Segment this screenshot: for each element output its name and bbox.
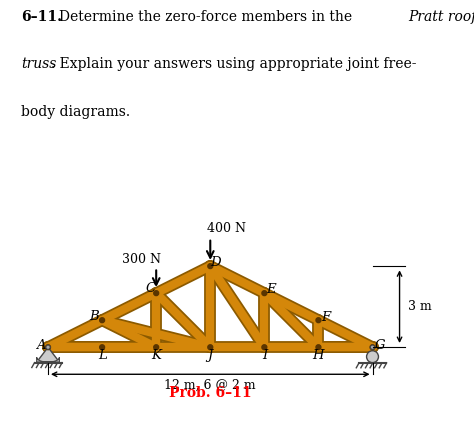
Text: 12 m, 6 @ 2 m: 12 m, 6 @ 2 m (164, 378, 256, 391)
Text: 400 N: 400 N (207, 222, 246, 235)
Text: F: F (321, 311, 331, 324)
Polygon shape (36, 357, 59, 362)
Circle shape (262, 291, 267, 296)
Text: G: G (375, 339, 385, 352)
Text: D: D (210, 255, 220, 269)
Text: H: H (313, 349, 324, 363)
Circle shape (366, 351, 378, 363)
Text: truss: truss (21, 57, 57, 71)
Circle shape (46, 345, 50, 349)
Text: 300 N: 300 N (122, 253, 161, 266)
Circle shape (370, 345, 374, 349)
Circle shape (100, 318, 105, 323)
Text: Determine the zero-force members in the: Determine the zero-force members in the (59, 10, 357, 24)
Circle shape (316, 318, 321, 323)
Text: A: A (36, 338, 46, 352)
Polygon shape (36, 347, 59, 362)
Text: Pratt roof: Pratt roof (409, 10, 474, 24)
Text: 6–11.: 6–11. (21, 10, 62, 24)
Text: I: I (262, 349, 267, 363)
Text: Prob. 6–11: Prob. 6–11 (169, 386, 252, 400)
Text: J: J (208, 349, 213, 363)
Text: . Explain your answers using appropriate joint free-: . Explain your answers using appropriate… (51, 57, 417, 71)
Text: E: E (266, 283, 276, 297)
Text: C: C (145, 282, 155, 295)
Text: 3 m: 3 m (408, 300, 431, 313)
Circle shape (208, 345, 213, 350)
Text: L: L (98, 349, 107, 363)
Circle shape (154, 291, 159, 296)
Circle shape (370, 345, 375, 350)
Circle shape (208, 264, 213, 269)
Circle shape (154, 345, 159, 350)
Circle shape (316, 345, 321, 350)
Text: K: K (151, 349, 161, 363)
Text: B: B (89, 310, 99, 324)
Circle shape (100, 345, 105, 350)
Circle shape (262, 345, 267, 350)
Text: body diagrams.: body diagrams. (21, 105, 130, 119)
Circle shape (46, 345, 50, 350)
